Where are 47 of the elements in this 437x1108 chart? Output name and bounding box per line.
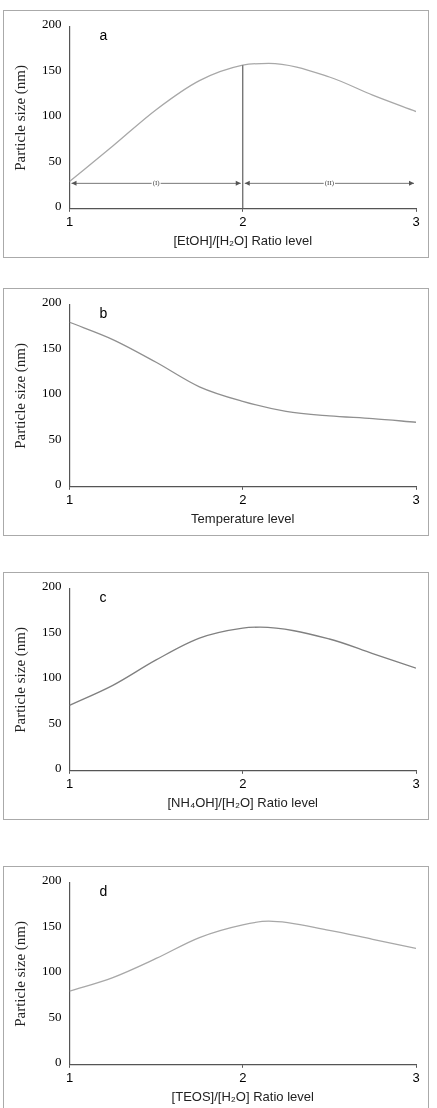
y-tick-label: 50 <box>48 152 62 168</box>
x-tick-label: 2 <box>239 492 247 508</box>
y-axis-title: Particle size (nm) <box>11 65 29 171</box>
y-tick-label: 50 <box>48 430 62 446</box>
line-series <box>69 626 416 706</box>
line-series <box>69 321 416 423</box>
chart-title: b <box>99 304 108 321</box>
y-axis-title: Particle size (nm) <box>11 921 29 1027</box>
line-series <box>69 920 416 992</box>
y-tick-label: 150 <box>42 917 62 933</box>
y-tick-label: 100 <box>42 963 62 979</box>
y-tick-label: 150 <box>42 61 62 77</box>
y-tick-label: 0 <box>55 1054 62 1070</box>
x-tick-label: 1 <box>65 776 74 792</box>
y-tick-label: 50 <box>48 1008 62 1024</box>
y-tick-label: 0 <box>55 760 62 776</box>
y-tick-label: 200 <box>42 872 62 888</box>
chart-title: c <box>99 588 107 605</box>
x-axis-title: Temperature level <box>191 510 295 526</box>
x-tick-label: 1 <box>65 1070 74 1086</box>
y-tick-label: 100 <box>42 385 62 401</box>
chart-title: a <box>99 26 108 43</box>
y-tick-label: 100 <box>42 107 62 123</box>
x-axis-title: [NH₄OH]/[H₂O] Ratio level <box>167 794 319 810</box>
x-tick-label: 1 <box>65 492 74 508</box>
y-tick-label: 150 <box>42 623 62 639</box>
y-tick-label: 150 <box>42 339 62 355</box>
x-tick-label: 2 <box>239 1070 247 1086</box>
y-tick-label: 0 <box>55 476 62 492</box>
y-tick-label: 0 <box>55 198 62 214</box>
x-axis-title: [TEOS]/[H₂O] Ratio level <box>171 1088 315 1104</box>
x-tick-label: 1 <box>65 214 74 230</box>
x-tick-label: 3 <box>412 214 420 230</box>
y-tick-label: 200 <box>42 294 62 310</box>
y-tick-label: 50 <box>48 714 62 730</box>
x-tick-label: 3 <box>412 776 420 792</box>
x-tick-label: 2 <box>239 214 247 230</box>
chart-title: d <box>99 882 108 899</box>
x-tick-label: 2 <box>239 776 247 792</box>
y-tick-label: 200 <box>42 578 62 594</box>
y-axis-title: Particle size (nm) <box>11 627 29 733</box>
y-axis-title: Particle size (nm) <box>11 343 29 449</box>
x-axis-title: [EtOH]/[H₂O] Ratio level <box>173 232 313 248</box>
x-tick-label: 3 <box>412 1070 420 1086</box>
y-tick-label: 100 <box>42 669 62 685</box>
y-tick-label: 200 <box>42 16 62 32</box>
x-tick-label: 3 <box>412 492 420 508</box>
